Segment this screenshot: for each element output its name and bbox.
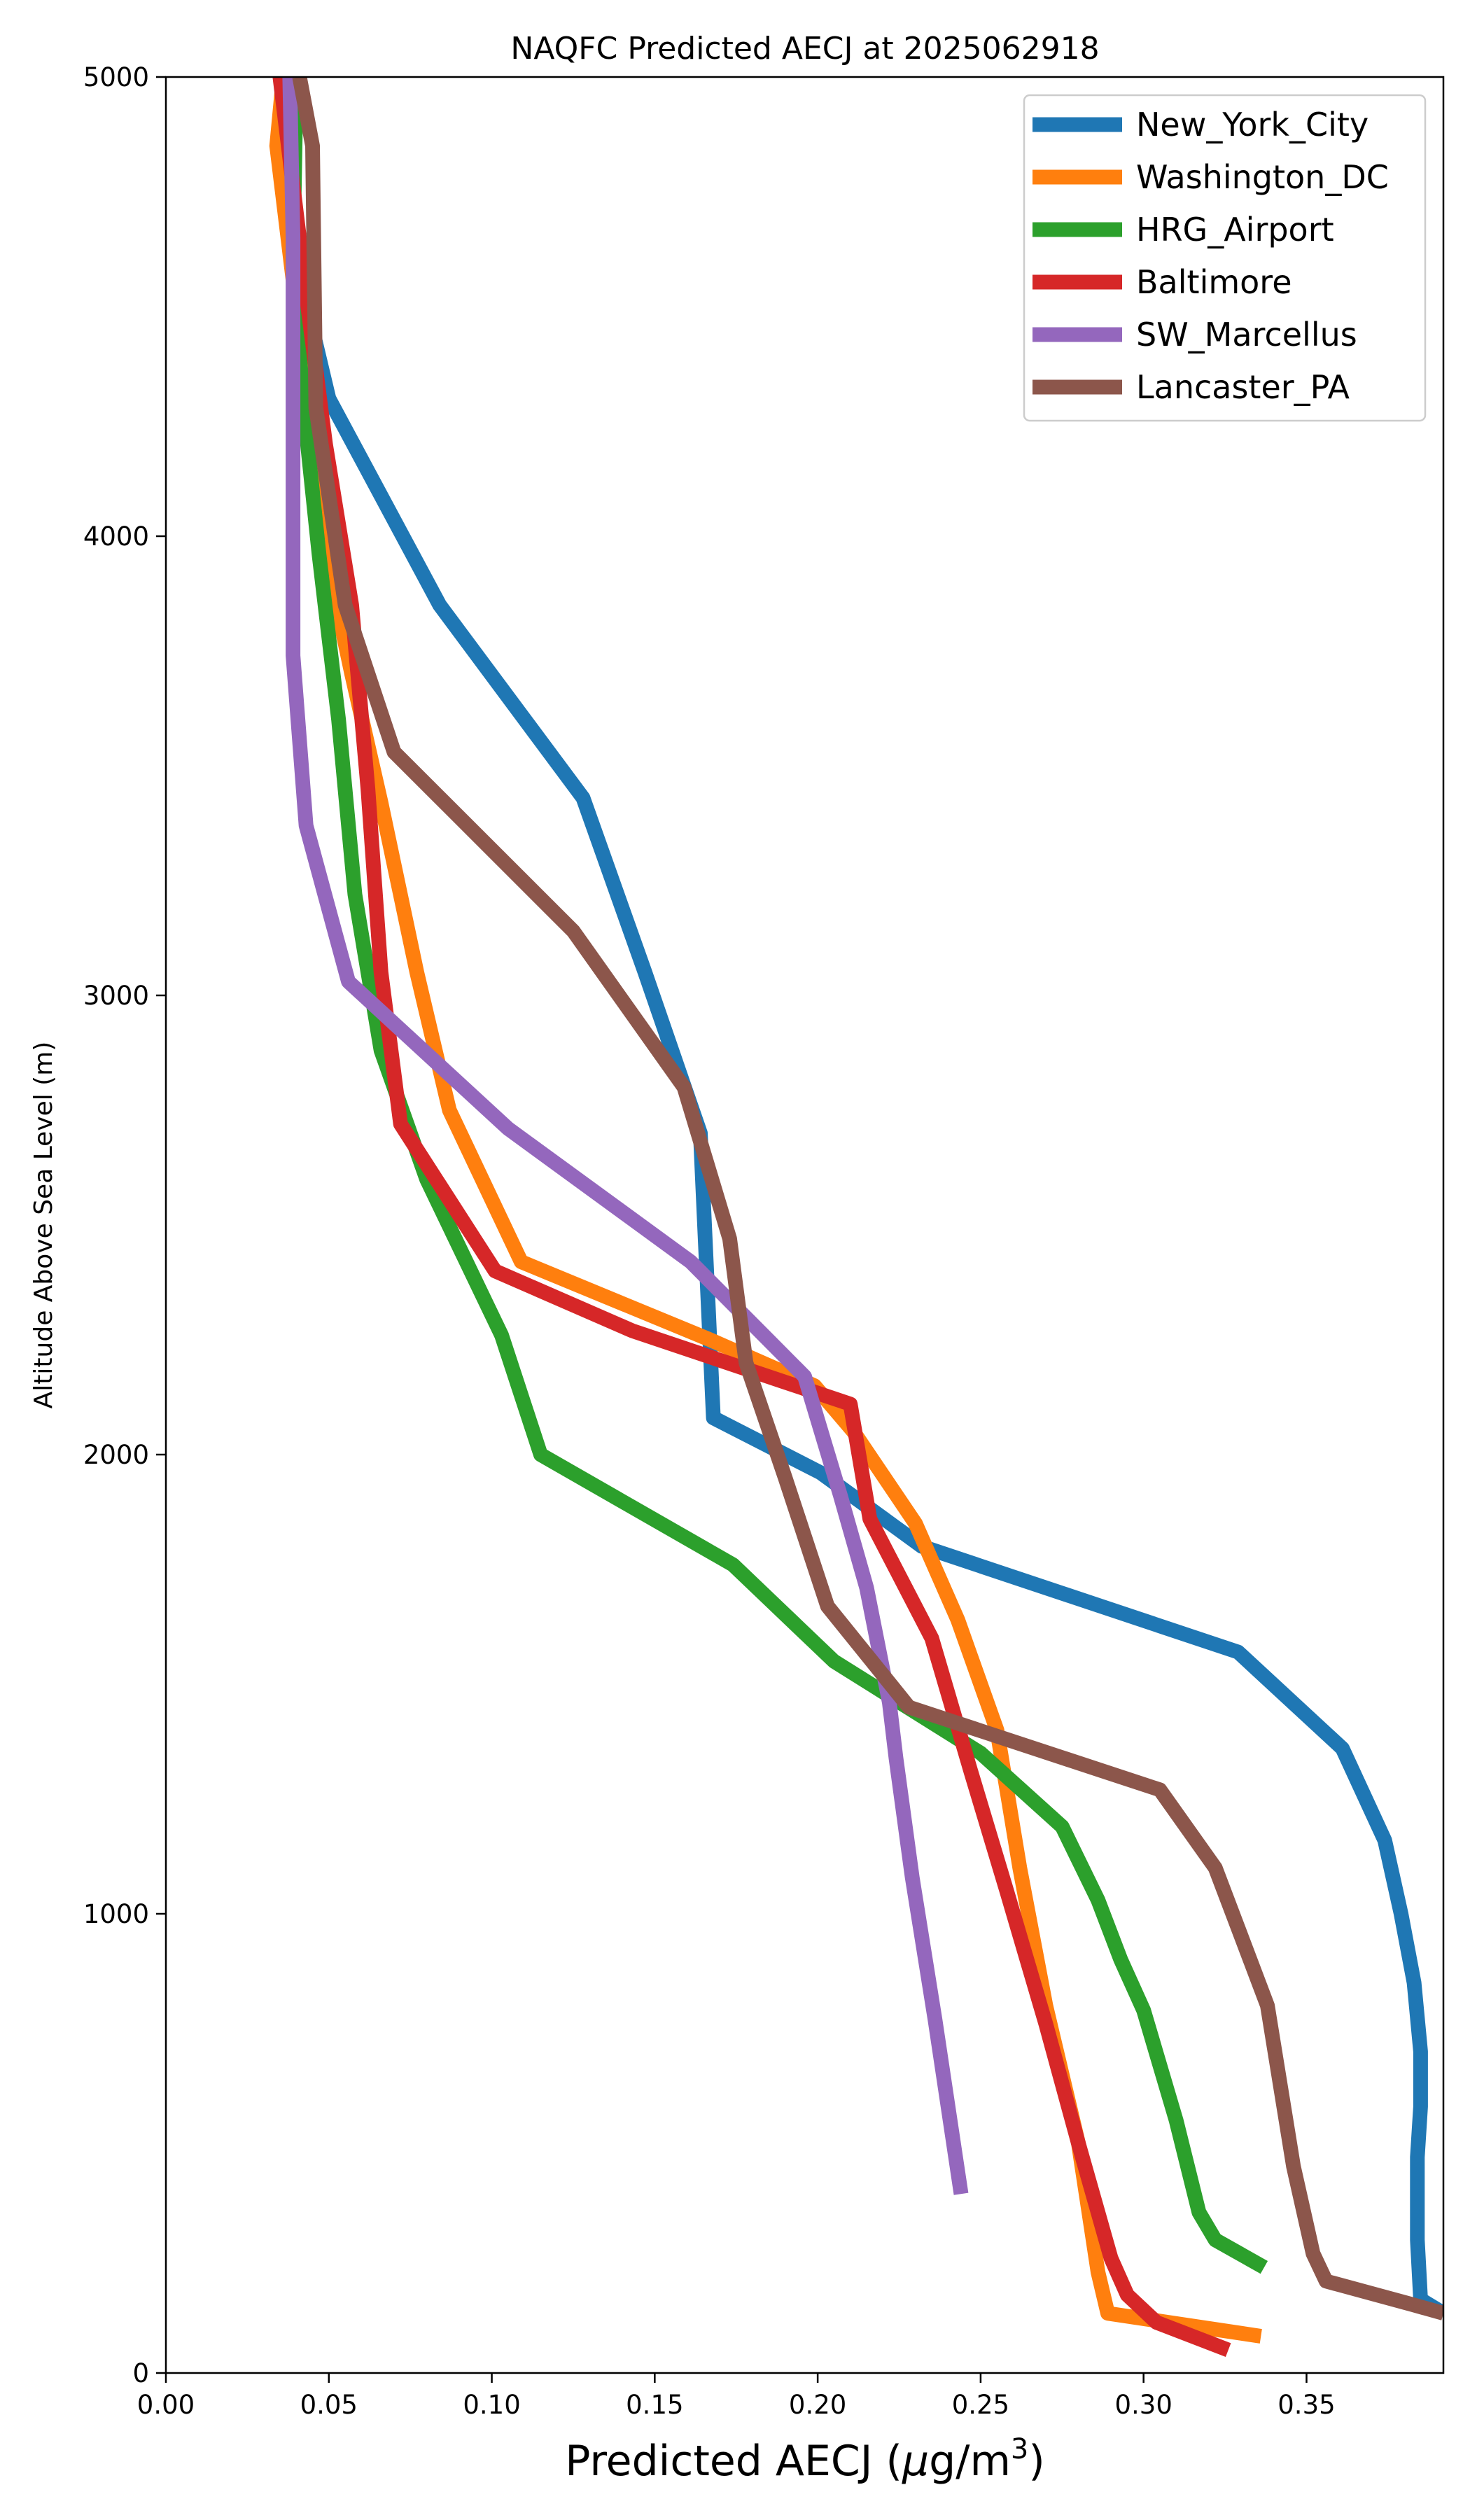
y-tick-label: 2000 <box>83 1440 149 1470</box>
y-tick-label: 0 <box>132 2358 149 2388</box>
x-tick-label: 0.25 <box>952 2390 1009 2420</box>
chart-title: NAQFC Predicted AECJ at 2025062918 <box>510 31 1099 66</box>
y-axis: 0 1000 2000 3000 4000 5000 <box>83 62 166 2388</box>
legend-label-new-york-city: New_York_City <box>1136 106 1368 144</box>
legend-label-hrg-airport: HRG_Airport <box>1136 211 1334 248</box>
plot-area <box>269 77 1443 2357</box>
plot-frame <box>164 76 1445 2374</box>
x-tick-label: 0.20 <box>789 2390 846 2420</box>
series-line-new-york-city <box>282 77 1443 2320</box>
x-axis: 0.00 0.05 0.10 0.15 0.20 0.25 0.30 0.35 <box>137 2373 1336 2420</box>
y-tick-label: 3000 <box>83 981 149 1011</box>
series-line-lancaster-pa <box>292 77 1443 2320</box>
x-tick-label: 0.05 <box>300 2390 358 2420</box>
x-tick-label: 0.10 <box>463 2390 520 2420</box>
y-tick-label: 4000 <box>83 522 149 552</box>
legend-label-lancaster-pa: Lancaster_PA <box>1136 368 1350 406</box>
legend-label-sw-marcellus: SW_Marcellus <box>1136 316 1357 354</box>
x-tick-label: 0.00 <box>137 2390 195 2420</box>
y-tick-label: 1000 <box>83 1899 149 1929</box>
series-line-hrg-airport <box>286 77 1268 2274</box>
legend: New_York_City Washington_DC HRG_Airport Bal… <box>1023 94 1427 422</box>
y-axis-label: Altitude Above Sea Level (m) <box>29 1042 58 1409</box>
x-tick-label: 0.30 <box>1114 2390 1172 2420</box>
x-axis-label: Predicted AECJ (μg/m3) <box>565 2433 1045 2486</box>
series-layer <box>269 77 1443 2357</box>
x-tick-label: 0.15 <box>626 2390 683 2420</box>
legend-label-baltimore: Baltimore <box>1136 263 1292 301</box>
legend-label-washington-dc: Washington_DC <box>1136 158 1389 196</box>
legend-frame <box>1023 94 1427 422</box>
x-tick-label: 0.35 <box>1278 2390 1335 2420</box>
series-line-baltimore <box>272 77 1231 2357</box>
y-tick-label: 5000 <box>83 62 149 92</box>
